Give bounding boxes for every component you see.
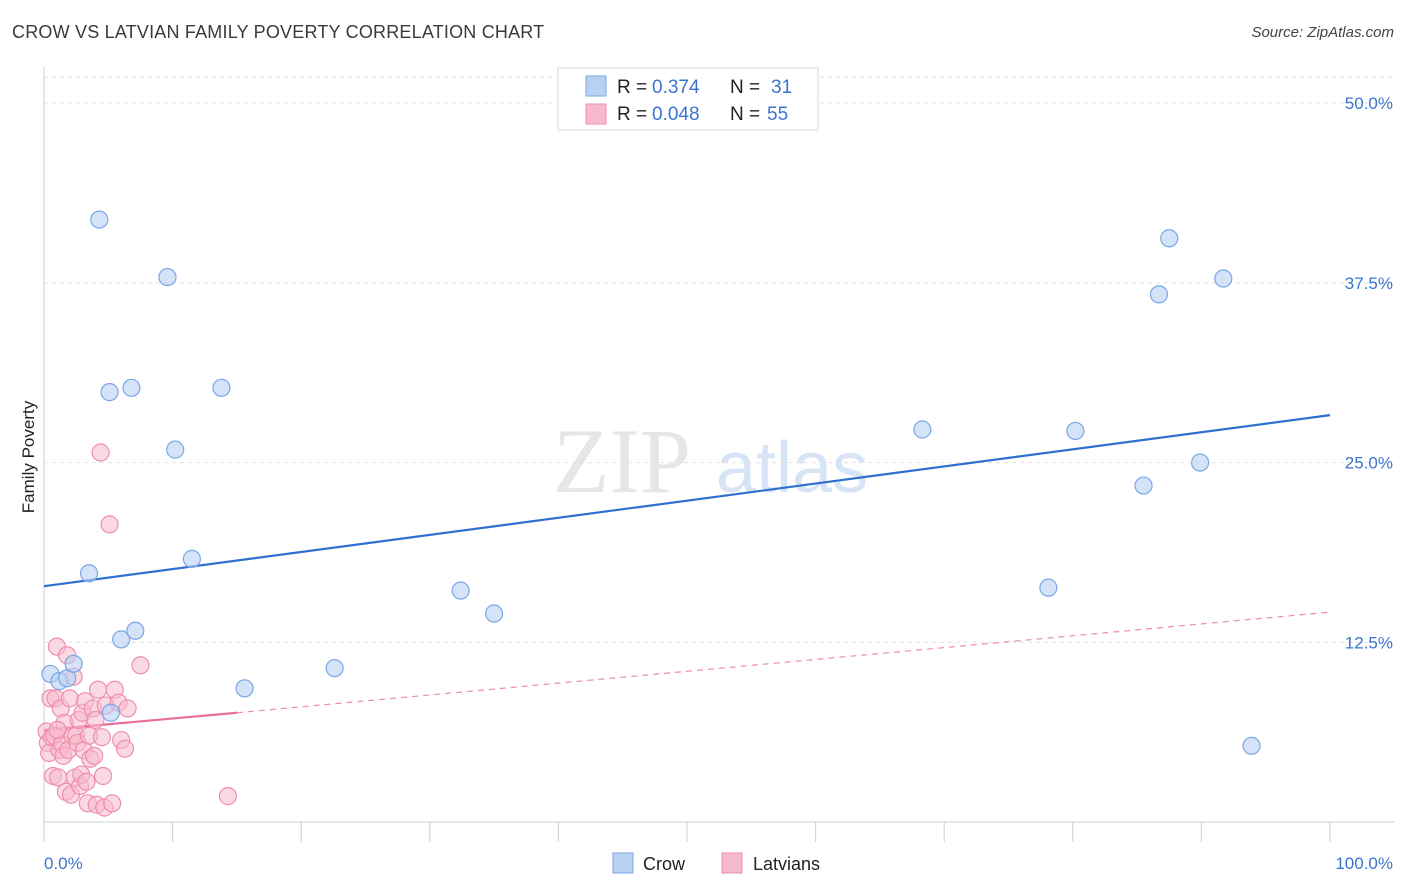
- data-point-crow: [325, 659, 344, 678]
- bottom-legend-swatch-latvians: [721, 852, 743, 874]
- data-point-latvians: [85, 746, 104, 765]
- data-point-latvians: [91, 443, 110, 462]
- watermark-zip: ZIP: [553, 410, 691, 512]
- data-point-crow: [913, 420, 932, 439]
- trend-line-crow: [43, 414, 1331, 588]
- data-point-crow: [1242, 736, 1261, 755]
- data-point-latvians: [94, 766, 113, 786]
- data-point-crow: [1191, 453, 1210, 472]
- y-axis-title: Family Poverty: [19, 400, 38, 513]
- data-point-crow: [166, 440, 185, 459]
- x-tick-label: 0.0%: [44, 854, 83, 873]
- data-point-crow: [451, 581, 470, 600]
- data-point-latvians: [77, 772, 96, 791]
- legend: R = 0.374 N = 31 R = 0.048 N = 55: [557, 67, 819, 131]
- data-point-crow: [1160, 229, 1179, 248]
- data-point-crow: [1134, 476, 1153, 495]
- legend-n-value-latvians: 55: [767, 104, 788, 125]
- y-tick-label: 50.0%: [1345, 94, 1393, 113]
- legend-n-label-crow: N =: [730, 77, 760, 98]
- x-tick-label: 100.0%: [1335, 854, 1393, 873]
- data-point-latvians: [86, 710, 105, 730]
- legend-r-label-latvians: R =: [617, 104, 647, 125]
- data-point-crow: [90, 210, 109, 229]
- y-tick-label: 12.5%: [1345, 633, 1393, 652]
- data-point-latvians: [92, 728, 111, 747]
- source-credit: Source: ZipAtlas.com: [1251, 24, 1394, 41]
- data-point-crow: [485, 604, 504, 623]
- data-point-crow: [212, 378, 231, 397]
- legend-swatch-latvians: [585, 103, 607, 125]
- data-point-crow: [1066, 421, 1085, 441]
- data-point-crow: [112, 630, 131, 649]
- bottom-legend-label-crow: Crow: [643, 854, 686, 874]
- data-point-latvians: [115, 739, 135, 758]
- data-point-crow: [182, 549, 201, 568]
- legend-n-label-latvians: N =: [730, 104, 760, 125]
- data-point-crow: [158, 267, 177, 287]
- watermark-atlas: atlas: [716, 428, 868, 508]
- data-point-latvians: [60, 689, 79, 708]
- data-point-crow: [1149, 285, 1169, 304]
- bottom-legend-swatch-crow: [612, 852, 634, 874]
- data-point-crow: [126, 621, 145, 640]
- data-point-latvians: [48, 720, 67, 740]
- legend-r-value-crow: 0.374: [652, 77, 700, 98]
- data-point-crow: [101, 703, 120, 722]
- data-point-latvians: [88, 680, 108, 699]
- legend-r-label-crow: R =: [617, 77, 647, 98]
- legend-n-value-crow: 31: [771, 77, 792, 98]
- y-tick-label: 37.5%: [1345, 274, 1393, 293]
- y-tick-label: 25.0%: [1345, 454, 1393, 473]
- data-point-latvians: [131, 656, 150, 675]
- data-point-crow: [79, 564, 99, 583]
- data-point-latvians: [218, 787, 237, 806]
- data-point-latvians: [103, 794, 122, 813]
- bottom-legend: Crow Latvians: [612, 852, 820, 874]
- data-point-crow: [235, 679, 254, 698]
- data-point-crow: [1039, 578, 1058, 597]
- data-point-crow: [100, 383, 119, 402]
- legend-r-value-latvians: 0.048: [652, 104, 700, 125]
- data-point-latvians: [100, 515, 119, 534]
- trend-line-latvians-extended: [236, 611, 1331, 714]
- data-point-crow: [1214, 269, 1233, 288]
- data-point-crow: [64, 654, 83, 673]
- chart-title: CROW VS LATVIAN FAMILY POVERTY CORRELATI…: [12, 22, 545, 42]
- data-point-latvians: [118, 699, 137, 718]
- bottom-legend-label-latvians: Latvians: [753, 854, 820, 874]
- legend-swatch-crow: [585, 75, 607, 97]
- data-point-crow: [122, 378, 141, 397]
